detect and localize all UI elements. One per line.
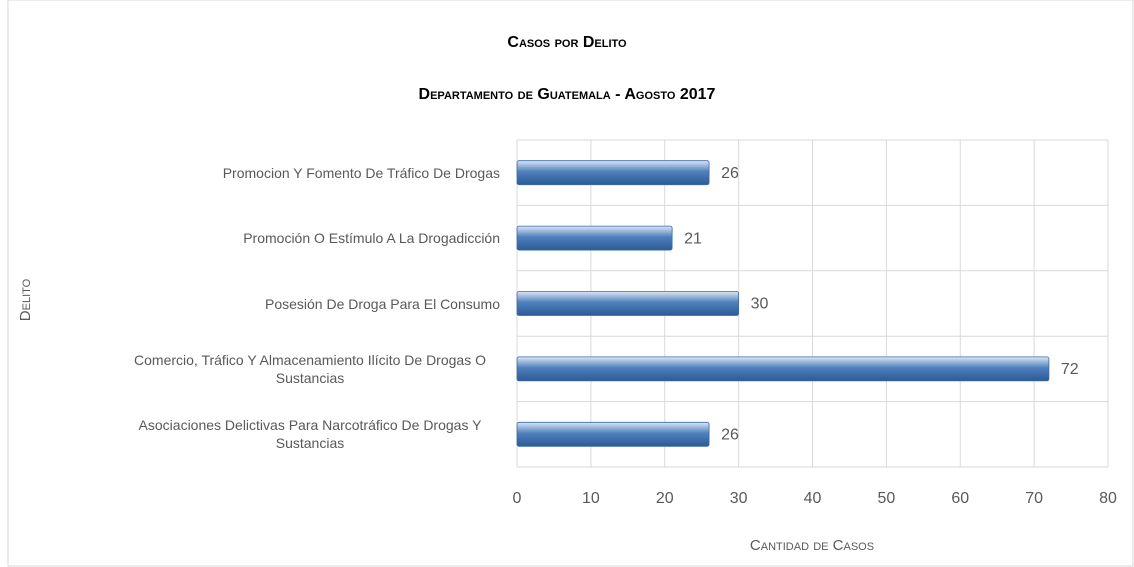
x-tick-label: 30 — [730, 490, 748, 507]
chart-title: Casos por Delito — [507, 34, 627, 51]
x-axis-label: Cantidad de Casos — [750, 537, 874, 554]
chart-border — [7, 0, 1134, 567]
value-label: 21 — [684, 230, 702, 247]
x-tick-label: 70 — [1025, 490, 1043, 507]
x-tick-label: 50 — [877, 490, 895, 507]
y-tick-label: Promoción O Estímulo A La Drogadicción — [243, 230, 500, 247]
bar — [516, 160, 710, 186]
x-tick-label: 10 — [582, 490, 600, 507]
value-label: 26 — [721, 165, 739, 182]
value-label: 26 — [721, 427, 739, 444]
bar — [516, 356, 1050, 382]
x-tick-label: 20 — [656, 490, 674, 507]
value-label: 30 — [751, 296, 769, 313]
bar — [516, 421, 710, 447]
y-axis-label: Delito — [17, 278, 34, 321]
y-tick-label: Comercio, Tráfico Y Almacenamiento Ilíci… — [134, 351, 486, 386]
x-tick-label: 60 — [951, 490, 969, 507]
value-label: 72 — [1061, 361, 1079, 378]
y-tick-label: Asociaciones Delictivas Para Narcotráfic… — [138, 417, 482, 452]
y-tick-label: Promocion Y Fomento De Tráfico De Drogas — [222, 164, 500, 181]
x-tick-label: 0 — [513, 490, 522, 507]
bar — [516, 225, 673, 251]
bar — [516, 291, 740, 316]
x-tick-label: 80 — [1099, 490, 1117, 507]
x-tick-label: 40 — [804, 490, 822, 507]
chart-subtitle: Departamento de Guatemala - Agosto 2017 — [419, 86, 716, 103]
y-tick-label: Posesión De Droga Para El Consumo — [264, 295, 500, 312]
